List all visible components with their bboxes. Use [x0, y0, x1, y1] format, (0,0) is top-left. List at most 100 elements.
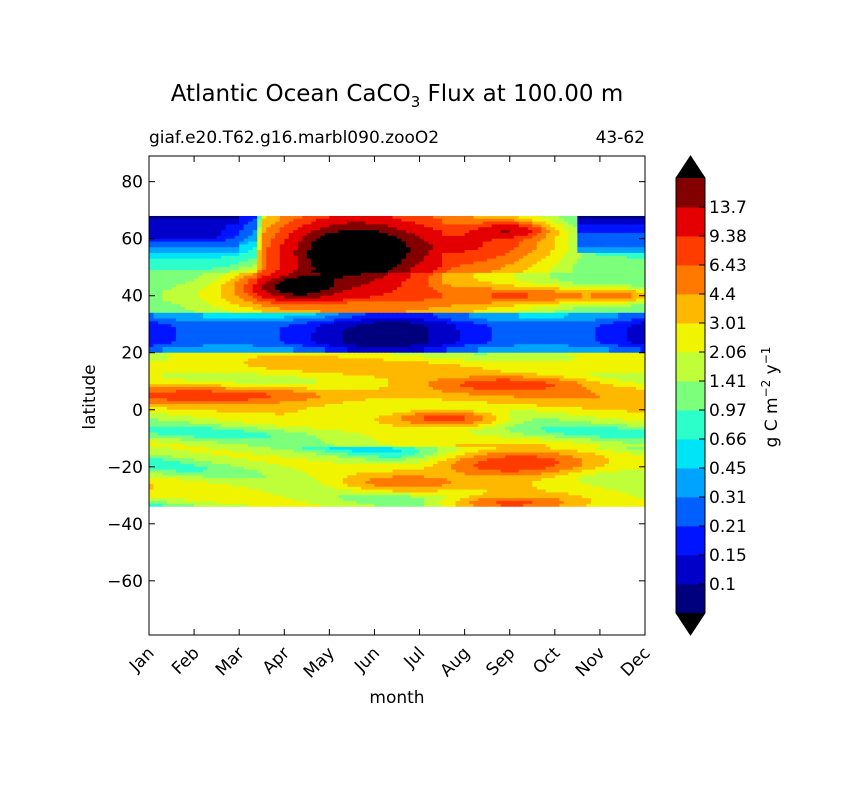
heatmap-cell [266, 272, 272, 277]
heatmap-cell [225, 235, 231, 240]
heatmap-cell [149, 238, 155, 243]
heatmap-cell [239, 218, 245, 223]
heatmap-field [149, 215, 645, 507]
heatmap-cell [541, 250, 547, 254]
heatmap-cell [365, 215, 371, 220]
heatmap-cell [532, 230, 538, 234]
heatmap-cell [149, 267, 155, 271]
heatmap-cell [406, 247, 412, 251]
heatmap-cell [487, 261, 493, 265]
heatmap-cell [608, 264, 615, 268]
heatmap-cell [478, 221, 484, 226]
heatmap-cell [554, 261, 560, 265]
heatmap-cell [311, 272, 317, 277]
heatmap-cell [554, 227, 560, 231]
heatmap-cell [442, 221, 448, 226]
heatmap-cell [270, 218, 276, 223]
heatmap-cell [491, 270, 497, 274]
heatmap-cell [635, 218, 642, 223]
heatmap-cell [261, 232, 267, 237]
heatmap-cell [203, 264, 209, 268]
heatmap-cell [496, 232, 502, 237]
heatmap-cell [216, 221, 222, 226]
heatmap-cell [550, 250, 556, 254]
heatmap-cell [428, 218, 434, 223]
heatmap-cell [189, 218, 195, 223]
heatmap-cell [221, 215, 227, 220]
heatmap-cell [482, 224, 488, 228]
heatmap-cell [203, 227, 209, 231]
heatmap-cell [257, 235, 263, 240]
heatmap-cell [505, 247, 511, 251]
heatmap-cell [424, 250, 430, 254]
heatmap-cell [216, 264, 222, 268]
heatmap-cell [415, 258, 421, 263]
heatmap-cell [577, 230, 583, 234]
heatmap-cell [243, 244, 249, 248]
heatmap-cell [347, 252, 353, 257]
heatmap-cell [640, 267, 645, 271]
heatmap-cell [541, 255, 547, 260]
heatmap-cell [532, 267, 538, 271]
heatmap-cell [559, 227, 565, 231]
heatmap-cell [329, 255, 335, 260]
heatmap-cell [613, 215, 619, 220]
heatmap-cell [446, 267, 452, 271]
heatmap-cell [320, 255, 326, 260]
heatmap-cell [568, 224, 574, 228]
heatmap-cell [455, 235, 461, 240]
heatmap-cell [288, 267, 294, 271]
heatmap-cell [311, 235, 317, 240]
heatmap-cell [239, 261, 245, 265]
heatmap-cell [437, 224, 443, 228]
heatmap-cell [324, 261, 330, 265]
heatmap-cell [451, 270, 457, 274]
heatmap-cell [378, 224, 385, 228]
heatmap-cell [626, 247, 633, 251]
heatmap-cell [306, 270, 312, 274]
heatmap-cell [428, 247, 434, 251]
heatmap-cell [433, 227, 439, 231]
heatmap-cell [451, 267, 457, 271]
heatmap-cell [433, 235, 439, 240]
heatmap-cell [225, 255, 231, 260]
heatmap-cell [505, 230, 511, 234]
heatmap-cell [518, 221, 524, 226]
heatmap-cell [221, 230, 227, 234]
heatmap-cell [514, 247, 520, 251]
heatmap-cell [563, 247, 569, 251]
heatmap-cell [455, 238, 461, 243]
heatmap-cell [595, 244, 601, 248]
heatmap-cell [631, 252, 637, 257]
heatmap-cell [446, 238, 452, 243]
heatmap-cell [356, 244, 362, 248]
heatmap-cell [342, 221, 348, 226]
heatmap-cell [604, 261, 610, 265]
heatmap-cell [437, 258, 443, 263]
heatmap-cell [360, 238, 367, 243]
heatmap-cell [608, 227, 615, 231]
heatmap-cell [180, 272, 186, 277]
heatmap-cell [333, 227, 339, 231]
heatmap-cell [320, 235, 326, 240]
heatmap-cell [378, 221, 385, 226]
heatmap-cell [365, 247, 371, 251]
heatmap-cell [626, 258, 633, 263]
heatmap-cell [428, 224, 434, 228]
heatmap-cell [203, 232, 209, 237]
heatmap-cell [360, 218, 367, 223]
heatmap-cell [527, 244, 533, 248]
heatmap-cell [478, 250, 484, 254]
heatmap-cell [478, 230, 484, 234]
heatmap-cell [252, 215, 258, 220]
heatmap-cell [383, 238, 389, 243]
heatmap-cell [162, 258, 168, 263]
heatmap-cell [442, 247, 448, 251]
heatmap-cell [243, 250, 249, 254]
heatmap-cell [374, 232, 380, 237]
heatmap-cell [563, 227, 569, 231]
heatmap-cell [482, 218, 488, 223]
heatmap-cell [523, 218, 529, 223]
heatmap-cell [415, 235, 421, 240]
heatmap-cell [383, 250, 389, 254]
